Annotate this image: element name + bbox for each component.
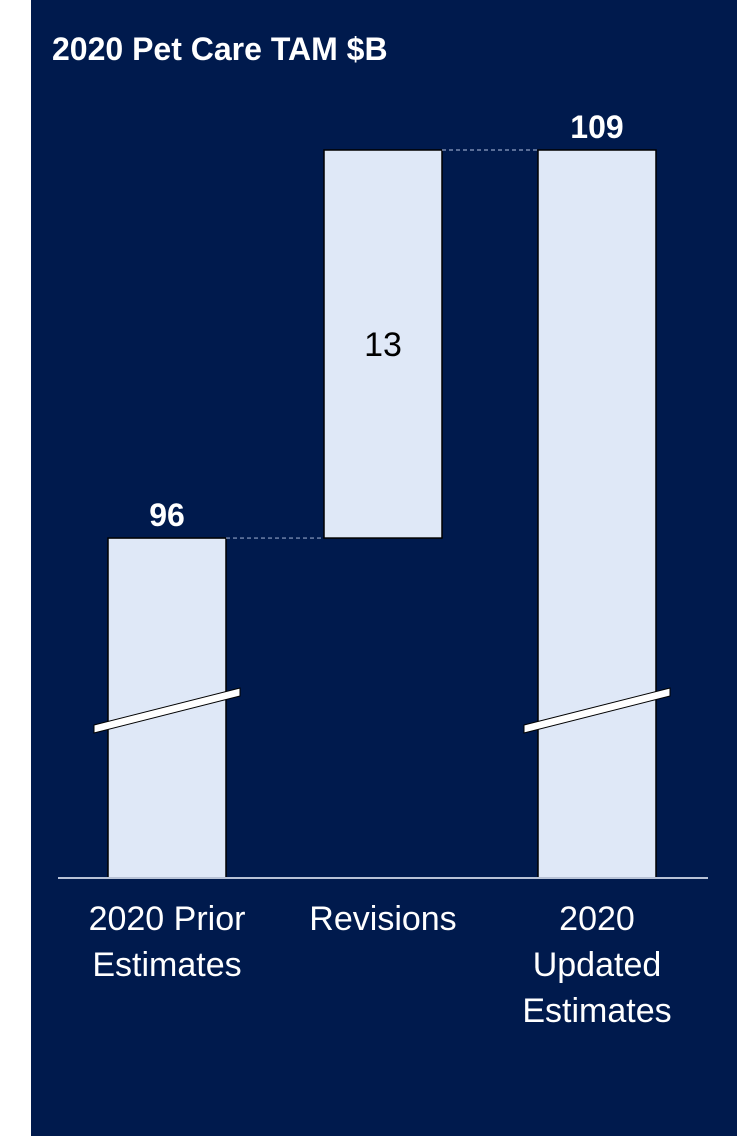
category-label-line: Estimates — [92, 946, 241, 984]
category-label-line: Updated — [533, 946, 662, 984]
value-label-2: 13 — [364, 326, 402, 364]
category-label-2: Revisions — [309, 900, 456, 938]
bar-3 — [537, 149, 657, 879]
category-label-line: Estimates — [522, 992, 671, 1030]
axis-break-mark-3 — [523, 687, 671, 734]
value-label-1: 96 — [149, 497, 185, 533]
category-label-line: 2020 — [559, 900, 635, 938]
category-label-3: 2020 Updated Estimates — [522, 900, 671, 1030]
category-label-line: 2020 Prior — [89, 900, 246, 938]
axis-break-mark-1 — [93, 687, 241, 734]
value-label-3: 109 — [570, 109, 623, 145]
waterfall-chart: 2020 Pet Care TAM $B 96 13 109 2020 Prior E… — [31, 0, 737, 1136]
chart-panel: 2020 Pet Care TAM $B 96 13 109 2020 Prior E… — [31, 0, 737, 1136]
chart-title: 2020 Pet Care TAM $B — [52, 31, 388, 67]
bar-2 — [323, 149, 443, 539]
category-label-1: 2020 Prior Estimates — [89, 900, 246, 984]
category-label-line: Revisions — [309, 900, 456, 938]
